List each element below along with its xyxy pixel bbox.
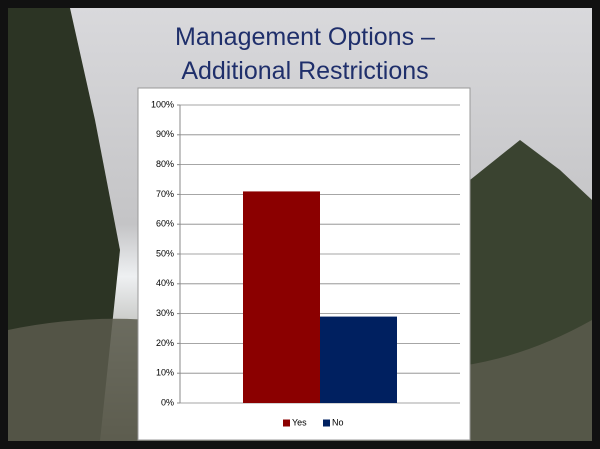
y-tick-label: 10% — [156, 368, 174, 378]
y-tick-label: 70% — [156, 189, 174, 199]
legend-swatch — [283, 419, 290, 427]
bar — [243, 191, 320, 403]
chart: 0% 10% 20% 30% 40% 50% 60% 70% 80% 90% 100% Yes No — [151, 99, 460, 427]
y-tick-label: 30% — [156, 308, 174, 318]
y-tick-label: 50% — [156, 248, 174, 258]
legend-swatch — [323, 419, 330, 427]
chart-title: Management Options – Additional Restricti… — [175, 23, 435, 85]
y-tick-label: 40% — [156, 278, 174, 288]
title: Management Options – Additional Restricti… — [175, 23, 435, 85]
y-tick-label: 90% — [156, 129, 174, 139]
y-tick-label: 100% — [151, 99, 174, 109]
bar — [320, 316, 397, 403]
y-tick-label: 0% — [161, 397, 174, 407]
y-tick-label: 60% — [156, 219, 174, 229]
legend-label: No — [332, 417, 344, 427]
legend-label: Yes — [292, 417, 307, 427]
y-tick-label: 20% — [156, 338, 174, 348]
y-tick-label: 80% — [156, 159, 174, 169]
